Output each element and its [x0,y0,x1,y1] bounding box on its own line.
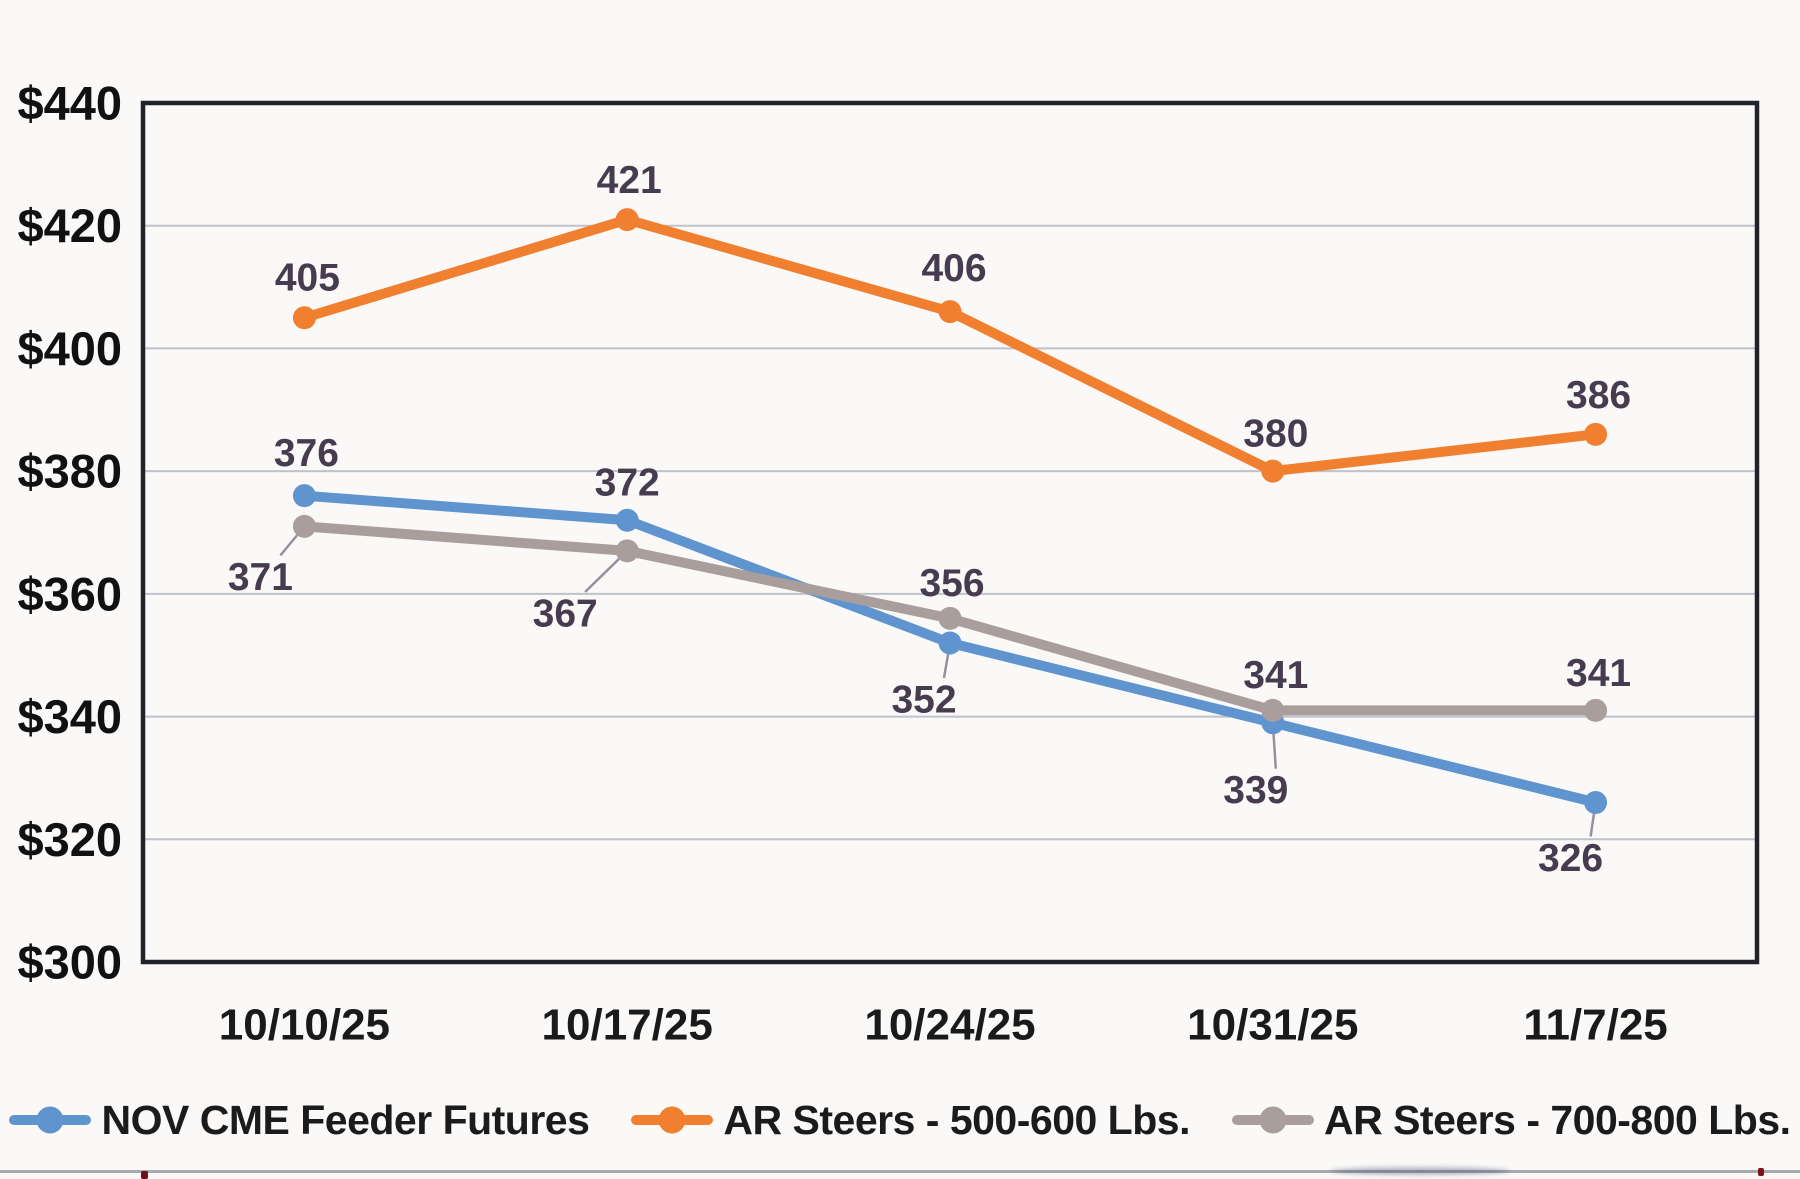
data-label: 356 [919,562,984,605]
series-ar-steers-700-800 [279,514,1608,722]
data-label: 326 [1538,837,1603,880]
y-axis-label: $360 [17,567,122,620]
data-label: 421 [597,159,662,202]
legend-marker [1231,1106,1314,1134]
legend-item-label: NOV CME Feeder Futures [101,1096,590,1143]
legend-marker-dot [1259,1106,1287,1134]
data-point [938,606,962,630]
x-axis: 10/10/25 10/17/25 10/24/25 10/31/25 11/7/25 [219,1001,1668,1050]
series-nov-cme-feeder-futures [292,484,1608,837]
page-divider [0,1170,1800,1173]
data-point [1584,698,1608,722]
x-axis-label: 10/17/25 [542,1001,713,1050]
data-label: 386 [1566,374,1631,417]
data-label: 376 [274,432,339,475]
legend-item: AR Steers - 500-600 Lbs. [631,1097,1190,1144]
data-point [615,508,639,532]
legend-marker [631,1106,714,1134]
y-axis-label: $440 [17,77,122,130]
x-axis-label: 10/24/25 [864,1001,1035,1050]
y-axis-label: $340 [17,690,122,743]
y-axis-label: $380 [17,445,122,498]
legend-item-label: AR Steers - 700-800 Lbs. [1323,1096,1791,1143]
legend-marker-dot [658,1106,686,1134]
artifact-dot [141,1171,148,1179]
series-ar-steers-500-600 [292,208,1608,483]
data-point [615,539,639,563]
legend-item: AR Steers - 700-800 Lbs. [1231,1096,1791,1144]
data-point [292,484,316,508]
data-point [1261,459,1285,483]
y-axis-label: $320 [17,813,122,866]
data-point [1584,422,1608,446]
data-point [292,514,316,538]
legend-marker [9,1106,92,1134]
legend-marker-dot [36,1106,64,1134]
plot-border [140,100,1760,965]
data-point [1584,790,1608,814]
data-point [615,208,639,232]
x-axis-label: 10/31/25 [1187,1001,1358,1050]
data-label: 406 [921,247,986,290]
y-axis-label: $420 [17,199,122,252]
data-label: 341 [1243,654,1308,697]
x-axis-label: 11/7/25 [1523,1001,1667,1050]
artifact-dot [1758,1168,1764,1176]
data-label: 352 [891,678,956,721]
data-label: 371 [228,556,293,599]
y-axis-label: $300 [17,936,122,989]
data-point [938,631,962,655]
data-point [938,300,962,324]
y-axis-label: $400 [17,322,122,375]
data-point [292,306,316,330]
data-label: 380 [1243,413,1308,456]
y-axis: $440 $420 $400 $380 $360 $340 $320 $300 [17,77,122,989]
x-axis-label: 10/10/25 [219,1001,390,1050]
legend-item: NOV CME Feeder Futures [9,1096,590,1144]
data-label: 367 [533,592,598,635]
data-label: 405 [275,256,340,299]
data-labels: 376 372 352 339 326 405 421 406 380 386 371 367 356 3… [228,159,1631,880]
data-label: 339 [1223,769,1288,812]
artifact-smudge [1330,1167,1510,1175]
chart-legend: NOV CME Feeder Futures AR Steers - 500-60… [0,1090,1800,1150]
data-label: 341 [1566,652,1631,695]
legend-item-label: AR Steers - 500-600 Lbs. [723,1096,1190,1143]
gridlines [143,224,1757,841]
data-label: 372 [595,462,660,505]
data-point [1261,698,1285,722]
